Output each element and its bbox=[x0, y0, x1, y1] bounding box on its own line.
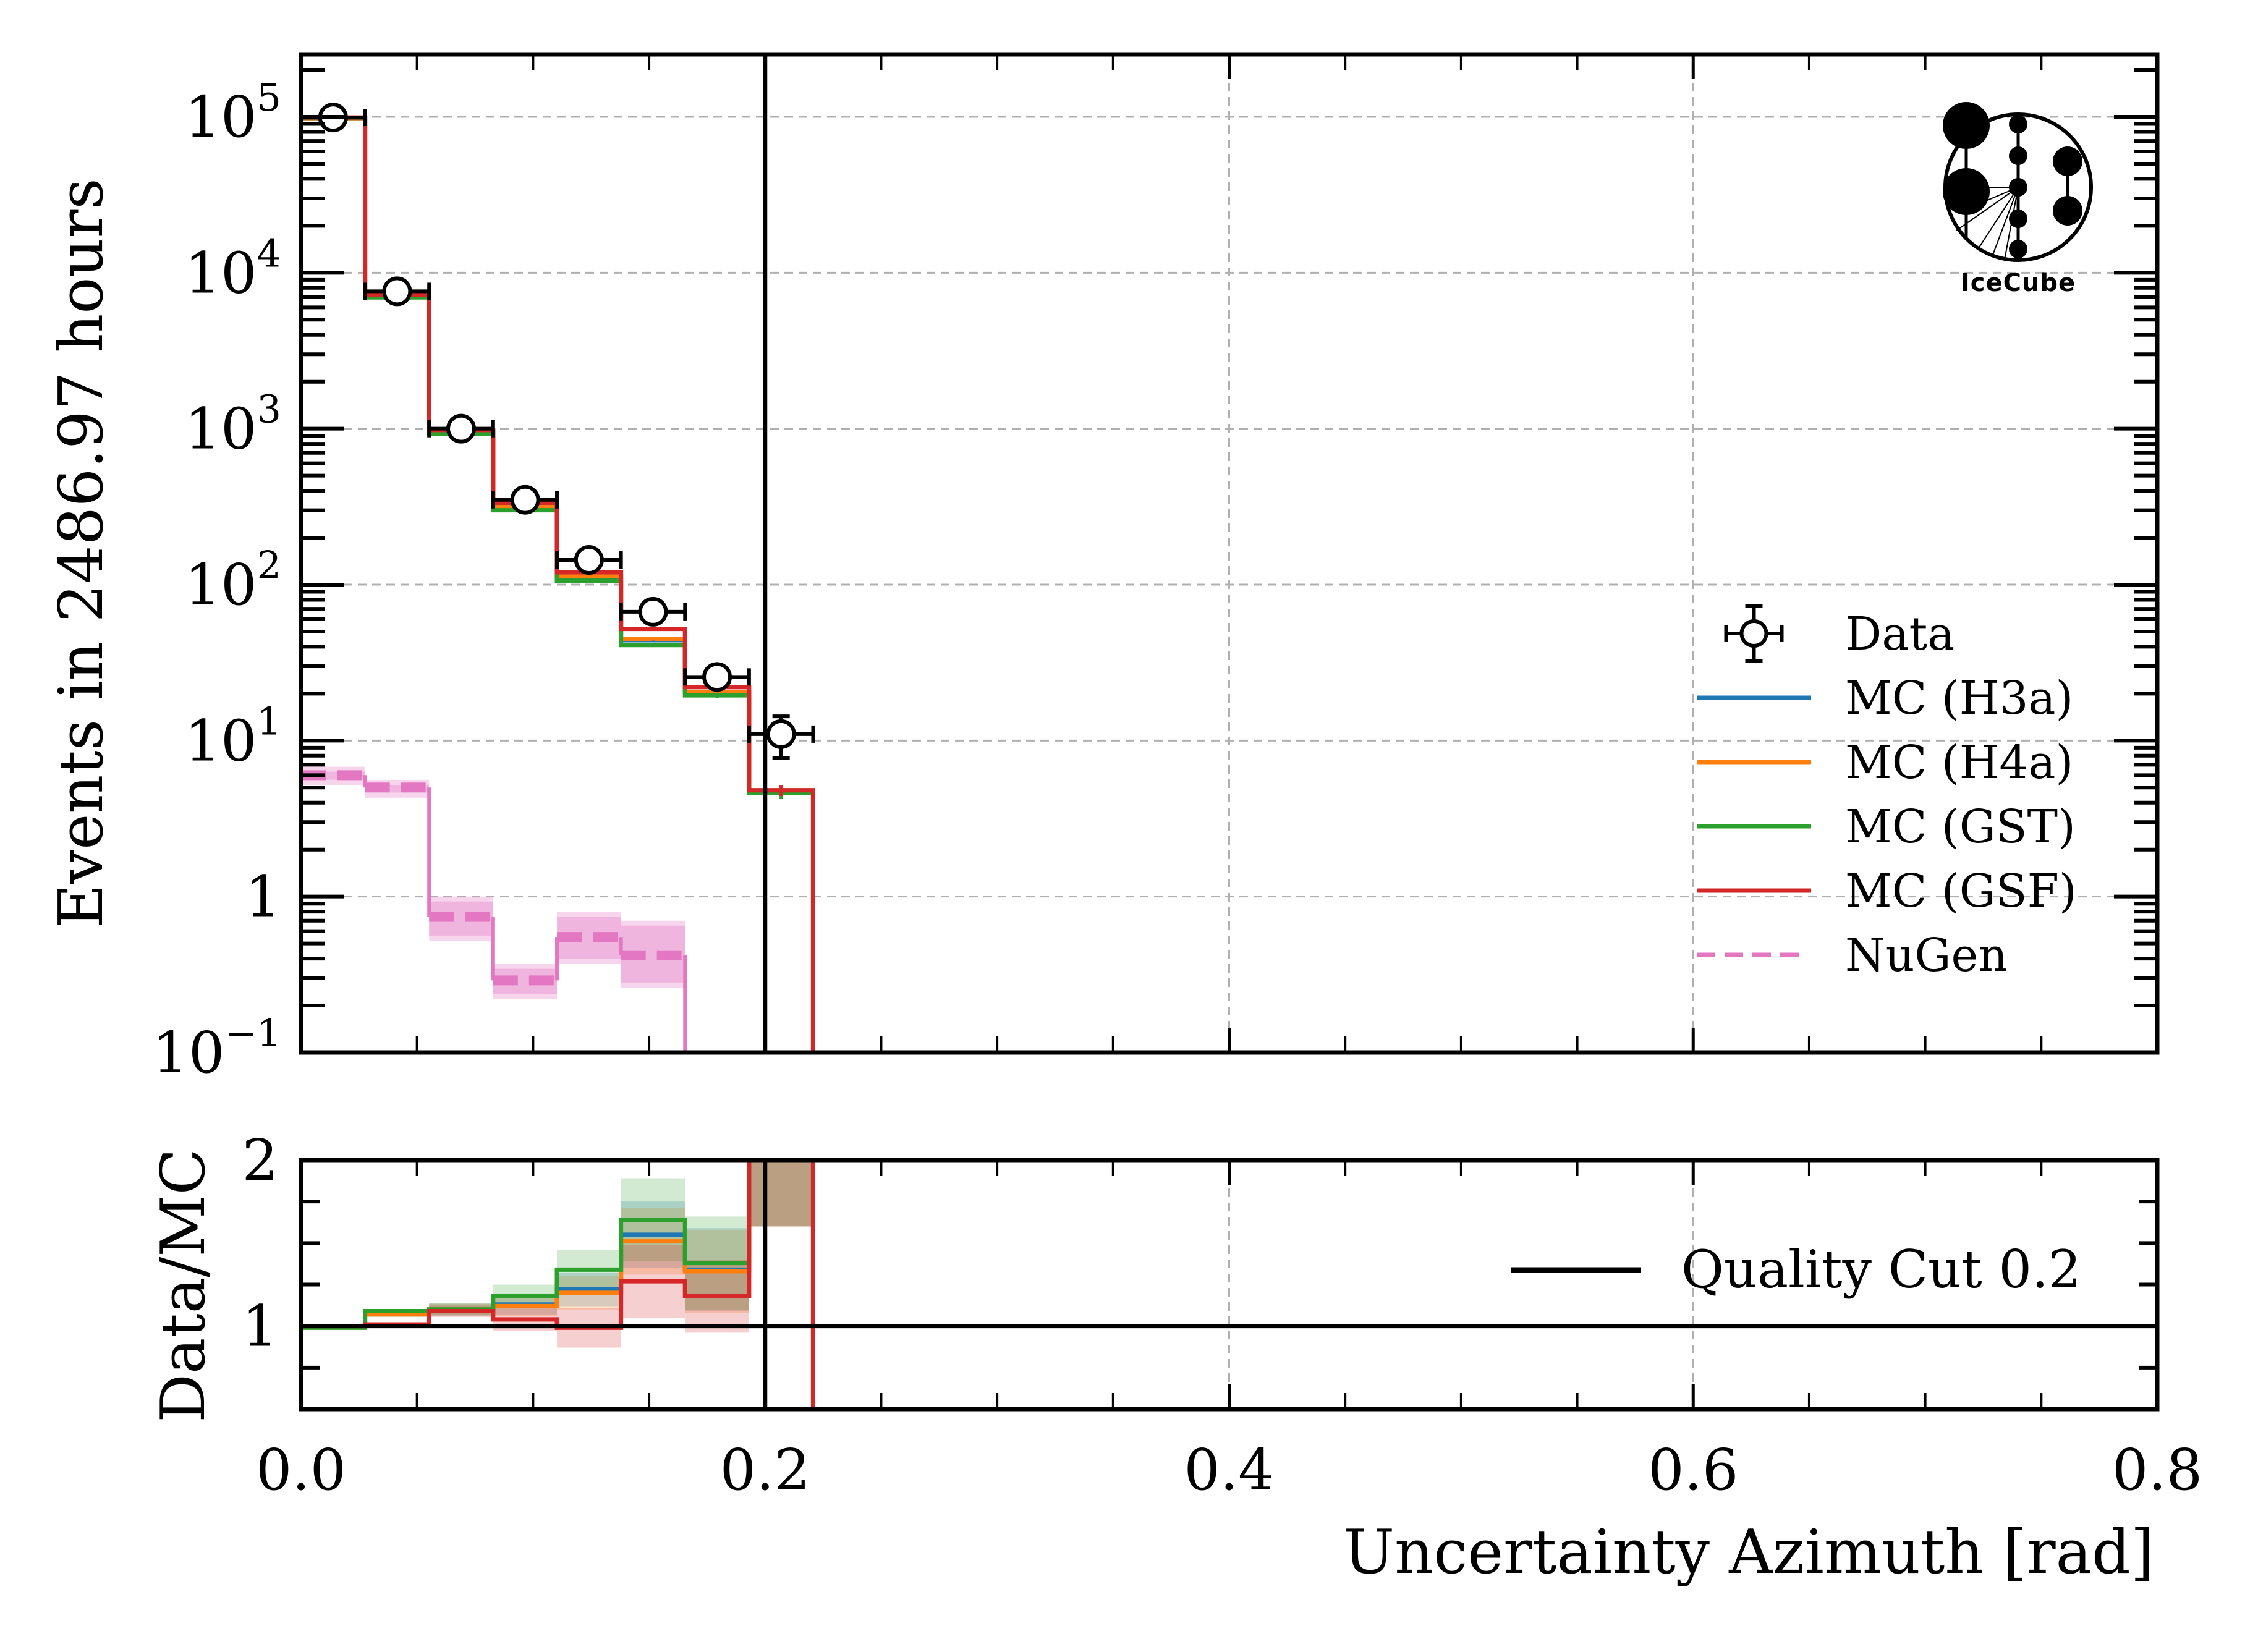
ratio-y-tick-label: 1 bbox=[242, 1294, 278, 1360]
logo-text: IceCube bbox=[1961, 269, 2076, 297]
data-point bbox=[382, 276, 412, 307]
legend-label: NuGen bbox=[1845, 929, 2008, 982]
legend-item: NuGen bbox=[1697, 929, 2008, 982]
legend-item: MC (GST) bbox=[1697, 800, 2076, 854]
ratio-y-tick-label: 2 bbox=[242, 1127, 278, 1193]
main-axes: 105 104 103 102 101 1 10−1 bbox=[153, 52, 2160, 1086]
x-tick-label: 0.2 bbox=[720, 1437, 810, 1503]
ratio-band bbox=[749, 1160, 813, 1227]
y-axis-label-main: Events in 2486.97 hours bbox=[46, 178, 117, 928]
icecube-logo: IceCube bbox=[1943, 102, 2093, 297]
main-plot-area bbox=[301, 54, 815, 1053]
ratio-band bbox=[749, 1160, 813, 1227]
legend-data-marker bbox=[1739, 619, 1768, 648]
legend-quality-cut-label: Quality Cut 0.2 bbox=[1681, 1239, 2081, 1300]
legend-label: MC (H3a) bbox=[1845, 672, 2073, 725]
ratio-band bbox=[749, 1160, 813, 1227]
data-point bbox=[510, 485, 540, 515]
legend-item: MC (H3a) bbox=[1697, 672, 2073, 725]
y-axis-label-ratio: Data/MC bbox=[148, 1148, 219, 1422]
data-point bbox=[574, 545, 604, 575]
x-tick-label: 0.0 bbox=[256, 1437, 346, 1503]
ratio-axes: 0.0 0.2 0.4 0.6 0.8 1 2 bbox=[242, 1127, 2202, 1503]
data-point bbox=[766, 719, 796, 749]
legend-label: MC (GSF) bbox=[1845, 865, 2077, 918]
legend-item: Data bbox=[1724, 604, 1955, 663]
y-tick-label: 103 bbox=[184, 387, 281, 462]
y-tick-label: 1 bbox=[245, 864, 281, 930]
x-tick-label: 0.4 bbox=[1184, 1437, 1274, 1503]
legend-ratio: Quality Cut 0.2 bbox=[1511, 1239, 2081, 1300]
y-tick-label: 102 bbox=[184, 543, 281, 618]
logo-doms bbox=[1943, 102, 2082, 258]
y-tick-label: 10−1 bbox=[153, 1010, 281, 1086]
ratio-grid bbox=[764, 1160, 1694, 1409]
y-tick-label: 105 bbox=[184, 75, 281, 150]
legend-main: Data MC (H3a) MC (H4a) MC (GST) MC (GSF) NuGe… bbox=[1697, 604, 2077, 982]
data-point bbox=[638, 596, 668, 627]
y-tick-label: 104 bbox=[184, 231, 281, 306]
data-point bbox=[702, 662, 732, 692]
x-tick-label: 0.6 bbox=[1648, 1437, 1738, 1503]
x-tick-label: 0.8 bbox=[2112, 1437, 2202, 1503]
x-axis-label: Uncertainty Azimuth [rad] bbox=[1343, 1517, 2154, 1588]
ratio-plot-area bbox=[301, 1160, 2157, 1409]
data-point bbox=[446, 413, 477, 444]
legend-label: Data bbox=[1845, 608, 1955, 661]
legend-label: MC (H4a) bbox=[1845, 736, 2073, 789]
y-tick-label: 101 bbox=[184, 698, 281, 774]
legend-item: MC (GSF) bbox=[1697, 865, 2077, 918]
legend-label: MC (GST) bbox=[1845, 800, 2076, 854]
legend-item: MC (H4a) bbox=[1697, 736, 2073, 789]
ratio-band bbox=[749, 1160, 813, 1227]
